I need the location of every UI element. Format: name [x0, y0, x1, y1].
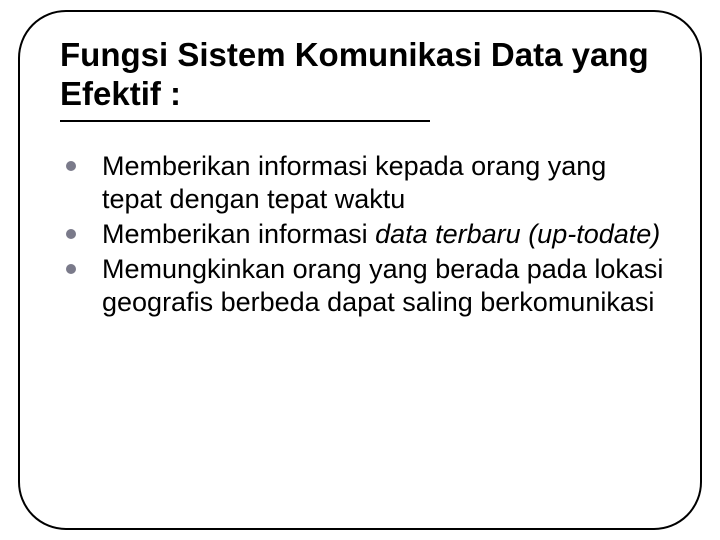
- list-item: Memungkinkan orang yang berada pada loka…: [66, 253, 670, 319]
- list-item-text-part: Memberikan informasi: [102, 219, 375, 249]
- list-item: Memberikan informasi data terbaru (up-to…: [66, 218, 670, 251]
- bullet-icon: [66, 264, 76, 274]
- list-item: Memberikan informasi kepada orang yang t…: [66, 150, 670, 216]
- list-item-text: Memungkinkan orang yang berada pada loka…: [102, 254, 663, 317]
- list-item-text: Memberikan informasi kepada orang yang t…: [102, 151, 606, 214]
- bullet-icon: [66, 161, 76, 171]
- slide-content: Fungsi Sistem Komunikasi Data yang Efekt…: [60, 36, 670, 321]
- list-item-text-italic: data terbaru (up-todate): [375, 219, 660, 249]
- slide-title: Fungsi Sistem Komunikasi Data yang Efekt…: [60, 36, 670, 114]
- title-underline: [60, 120, 430, 122]
- bullet-list: Memberikan informasi kepada orang yang t…: [60, 150, 670, 319]
- bullet-icon: [66, 229, 76, 239]
